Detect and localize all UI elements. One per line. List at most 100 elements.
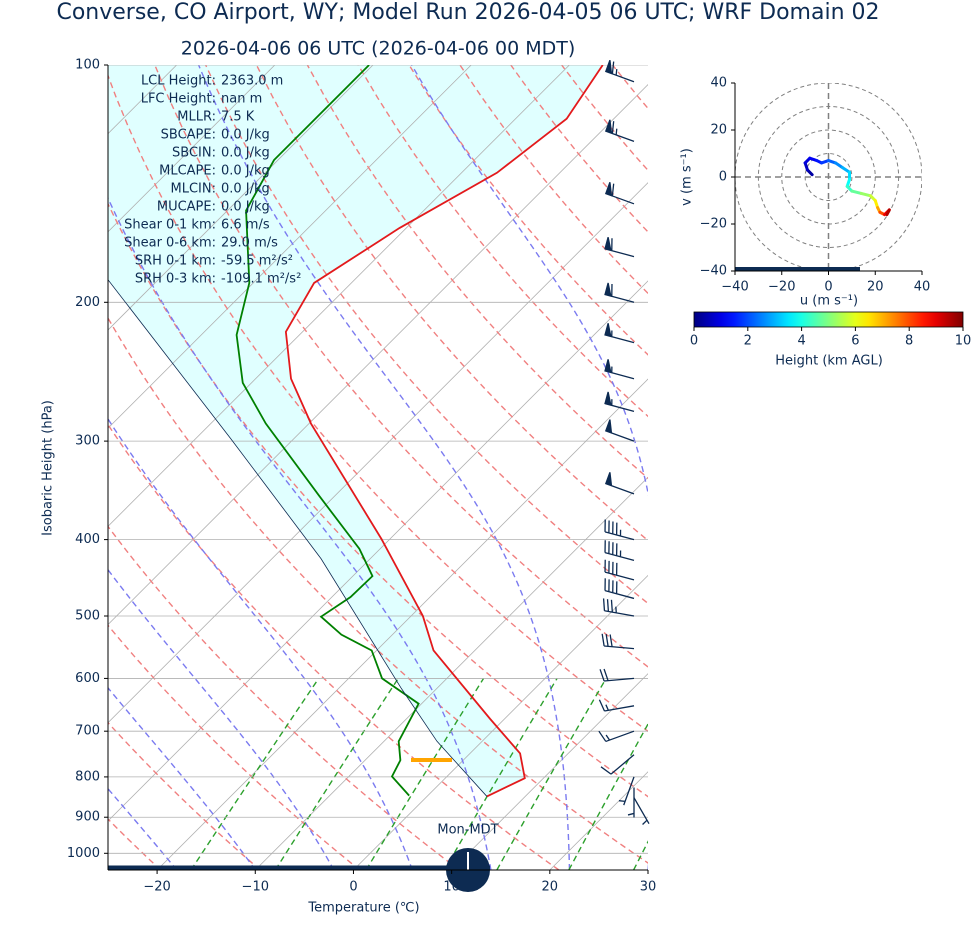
x-tick-label: 30	[640, 880, 657, 895]
dry-adiabat	[205, 65, 648, 605]
stat-value: 0.0 J/kg	[221, 182, 270, 197]
x-tick-label: −10	[242, 880, 269, 895]
stat-value: 0.0 J/kg	[221, 200, 270, 215]
wind-barb	[604, 519, 635, 541]
mixing-ratio-line	[274, 678, 399, 870]
stat-label: LCL Height:	[141, 74, 216, 89]
dry-adiabat	[108, 316, 648, 864]
y-tick-label: −20	[700, 217, 727, 232]
stat-label: MLCAPE:	[159, 164, 216, 179]
dry-adiabat	[816, 65, 972, 870]
y-tick-label: 20	[710, 123, 727, 138]
stat-value: 0.0 J/kg	[221, 164, 270, 179]
chart-title: Converse, CO Airport, WY; Model Run 2026…	[56, 0, 879, 25]
x-tick-label: −40	[721, 280, 748, 295]
isotherm	[108, 65, 374, 331]
skewt-overlay: Mon-MDT 1002003004005006007008009001000−…	[67, 58, 656, 895]
y-tick-label: 0	[719, 170, 727, 185]
wind-barb	[604, 323, 635, 344]
y-axis-label: Isobaric Height (hPa)	[41, 400, 56, 536]
stat-value: nan m	[221, 92, 262, 107]
isotherm	[0, 65, 78, 870]
hodo-segment	[885, 208, 891, 217]
dry-adiabat	[867, 65, 972, 870]
moist-adiabat	[108, 686, 256, 870]
x-tick-label: 0	[824, 280, 832, 295]
dry-adiabat	[108, 624, 361, 870]
hodograph-axes: u (m s⁻¹) v (m s⁻¹) Height (km AGL) −40−…	[680, 76, 972, 369]
colorbar-label: Height (km AGL)	[775, 354, 883, 369]
x-axis-label: Temperature (℃)	[307, 901, 419, 916]
wind-barb	[600, 754, 635, 775]
x-tick-label: −20	[143, 880, 170, 895]
stats-box: LCL Height: 2363.0 m LFC Height: nan m MLLR:…	[124, 74, 301, 287]
colorbar-tick-label: 10	[955, 334, 972, 349]
mixing-ratio-line	[443, 678, 558, 870]
x-tick-label: 20	[542, 880, 559, 895]
parcel-profile	[108, 279, 488, 797]
wind-barb	[604, 359, 635, 380]
x-tick-label: −20	[768, 280, 795, 295]
y-tick-label: −40	[700, 264, 727, 279]
hodo-x-label: u (m s⁻¹)	[800, 294, 858, 309]
wind-barb	[604, 119, 635, 143]
isotherm	[746, 65, 972, 870]
stat-value: 0.0 J/kg	[221, 146, 270, 161]
dry-adiabat	[108, 73, 648, 733]
wind-barb	[604, 419, 635, 442]
dry-adiabat	[108, 423, 560, 870]
dry-adiabat	[611, 65, 648, 110]
stat-label: SBCIN:	[172, 146, 216, 161]
mixing-ratio-line	[568, 722, 648, 870]
stat-value: -59.5 m²/s²	[221, 254, 293, 269]
stat-label: SBCAPE:	[161, 128, 216, 143]
stat-value: 29.0 m/s	[221, 236, 278, 251]
moist-adiabat	[108, 417, 414, 870]
wind-barb	[604, 472, 635, 495]
colorbar-tick-label: 4	[797, 334, 805, 349]
wind-barb	[604, 559, 635, 581]
wind-barb	[604, 59, 635, 83]
wind-barb	[604, 391, 635, 412]
stat-value: 2363.0 m	[221, 74, 283, 89]
wind-barb	[633, 797, 650, 825]
isotherm	[156, 378, 648, 870]
x-tick-label: 20	[867, 280, 884, 295]
wind-barbs	[598, 59, 650, 825]
stat-label: MLCIN:	[171, 182, 216, 197]
stat-value: 6.6 m/s	[221, 218, 270, 233]
y-tick-label: 40	[710, 76, 727, 91]
isotherm	[108, 65, 472, 429]
y-tick-label: 200	[75, 295, 100, 310]
dry-adiabat	[510, 65, 648, 233]
dry-adiabat	[714, 65, 972, 870]
x-tick-label: 0	[349, 880, 357, 895]
colorbar-tick-label: 8	[905, 334, 913, 349]
stat-label: SRH 0-3 km:	[135, 272, 216, 287]
isotherm	[647, 869, 648, 870]
hodo-segment	[859, 191, 873, 198]
y-tick-label: 1000	[67, 846, 100, 861]
y-tick-label: 400	[75, 532, 100, 547]
isotherm	[353, 574, 648, 870]
wind-barb	[627, 787, 635, 818]
stat-label: MUCAPE:	[157, 200, 216, 215]
y-tick-label: 900	[75, 810, 100, 825]
stat-label: Shear 0-6 km:	[124, 236, 216, 251]
y-tick-label: 300	[75, 434, 100, 449]
profile-line	[235, 65, 420, 797]
mixing-ratio-line	[496, 678, 607, 870]
wind-barb	[618, 776, 635, 806]
stat-label: MLLR:	[177, 110, 216, 125]
hodo-segment	[850, 189, 863, 195]
parcel-shade	[108, 65, 603, 797]
x-tick-label: 10	[443, 880, 460, 895]
dry-adiabat	[154, 65, 648, 668]
mixing-ratio-line	[190, 678, 320, 870]
hodo-y-label: v (m s⁻¹)	[680, 148, 695, 206]
wind-barb	[598, 730, 635, 743]
dry-adiabat	[108, 202, 648, 798]
stat-label: SRH 0-1 km:	[135, 254, 216, 269]
moist-adiabat	[108, 787, 178, 870]
